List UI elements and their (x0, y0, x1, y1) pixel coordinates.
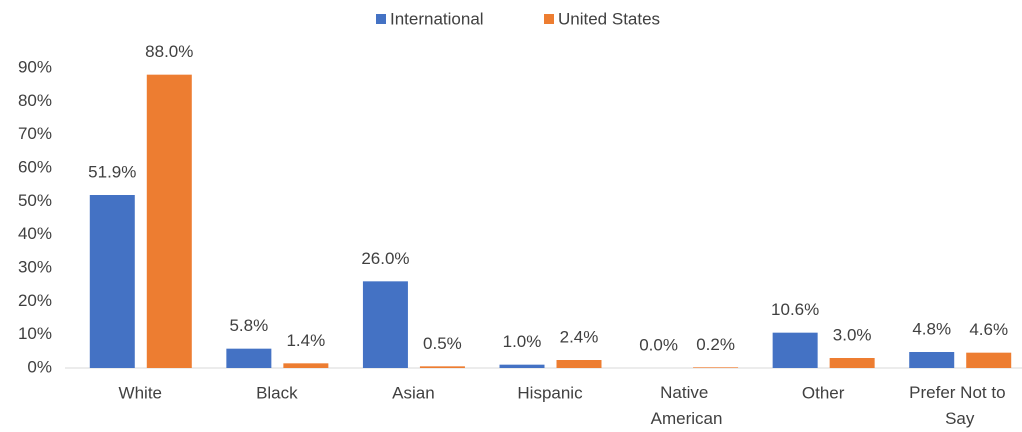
x-tick-label: Other (802, 383, 845, 402)
data-label: 4.6% (969, 320, 1008, 339)
x-tick-label: Asian (392, 383, 435, 402)
bar (499, 364, 545, 368)
y-tick-label: 90% (18, 57, 52, 76)
data-label: 1.4% (286, 331, 325, 350)
x-tick-label: Black (256, 383, 298, 402)
y-tick-label: 40% (18, 224, 52, 243)
bar (146, 74, 192, 369)
legend-swatch (376, 14, 386, 24)
x-tick-label: Hispanic (517, 383, 583, 402)
data-label: 1.0% (503, 332, 542, 351)
bar (772, 332, 818, 368)
bar (362, 281, 408, 368)
data-label: 0.5% (423, 334, 462, 353)
data-label: 88.0% (145, 42, 193, 61)
y-tick-label: 60% (18, 157, 52, 176)
y-tick-label: 80% (18, 91, 52, 110)
y-tick-label: 70% (18, 124, 52, 143)
bar (829, 358, 875, 368)
x-tick-label: Prefer Not to Say (909, 383, 1010, 428)
y-tick-label: 50% (18, 191, 52, 210)
x-tick-label: White (119, 383, 162, 402)
bar (693, 367, 739, 368)
data-label: 4.8% (912, 319, 951, 338)
bar (283, 363, 329, 368)
y-tick-label: 10% (18, 324, 52, 343)
bar (419, 366, 465, 368)
data-label: 51.9% (88, 162, 136, 181)
data-label: 0.0% (639, 335, 678, 354)
y-tick-label: 30% (18, 257, 52, 276)
y-tick-label: 20% (18, 291, 52, 310)
data-label: 3.0% (833, 325, 872, 344)
data-label: 5.8% (229, 316, 268, 335)
data-label: 26.0% (361, 249, 409, 268)
bar (966, 352, 1012, 368)
data-label: 10.6% (771, 300, 819, 319)
x-tick-label: Native American (651, 383, 723, 428)
data-label: 0.2% (696, 335, 735, 354)
bar (909, 352, 955, 368)
y-tick-label: 0% (27, 357, 52, 376)
bar (89, 195, 135, 368)
legend-label: International (390, 9, 484, 28)
data-label: 2.4% (560, 327, 599, 346)
bar (226, 348, 272, 368)
bar (556, 360, 602, 368)
legend-swatch (544, 14, 554, 24)
legend-label: United States (558, 9, 660, 28)
